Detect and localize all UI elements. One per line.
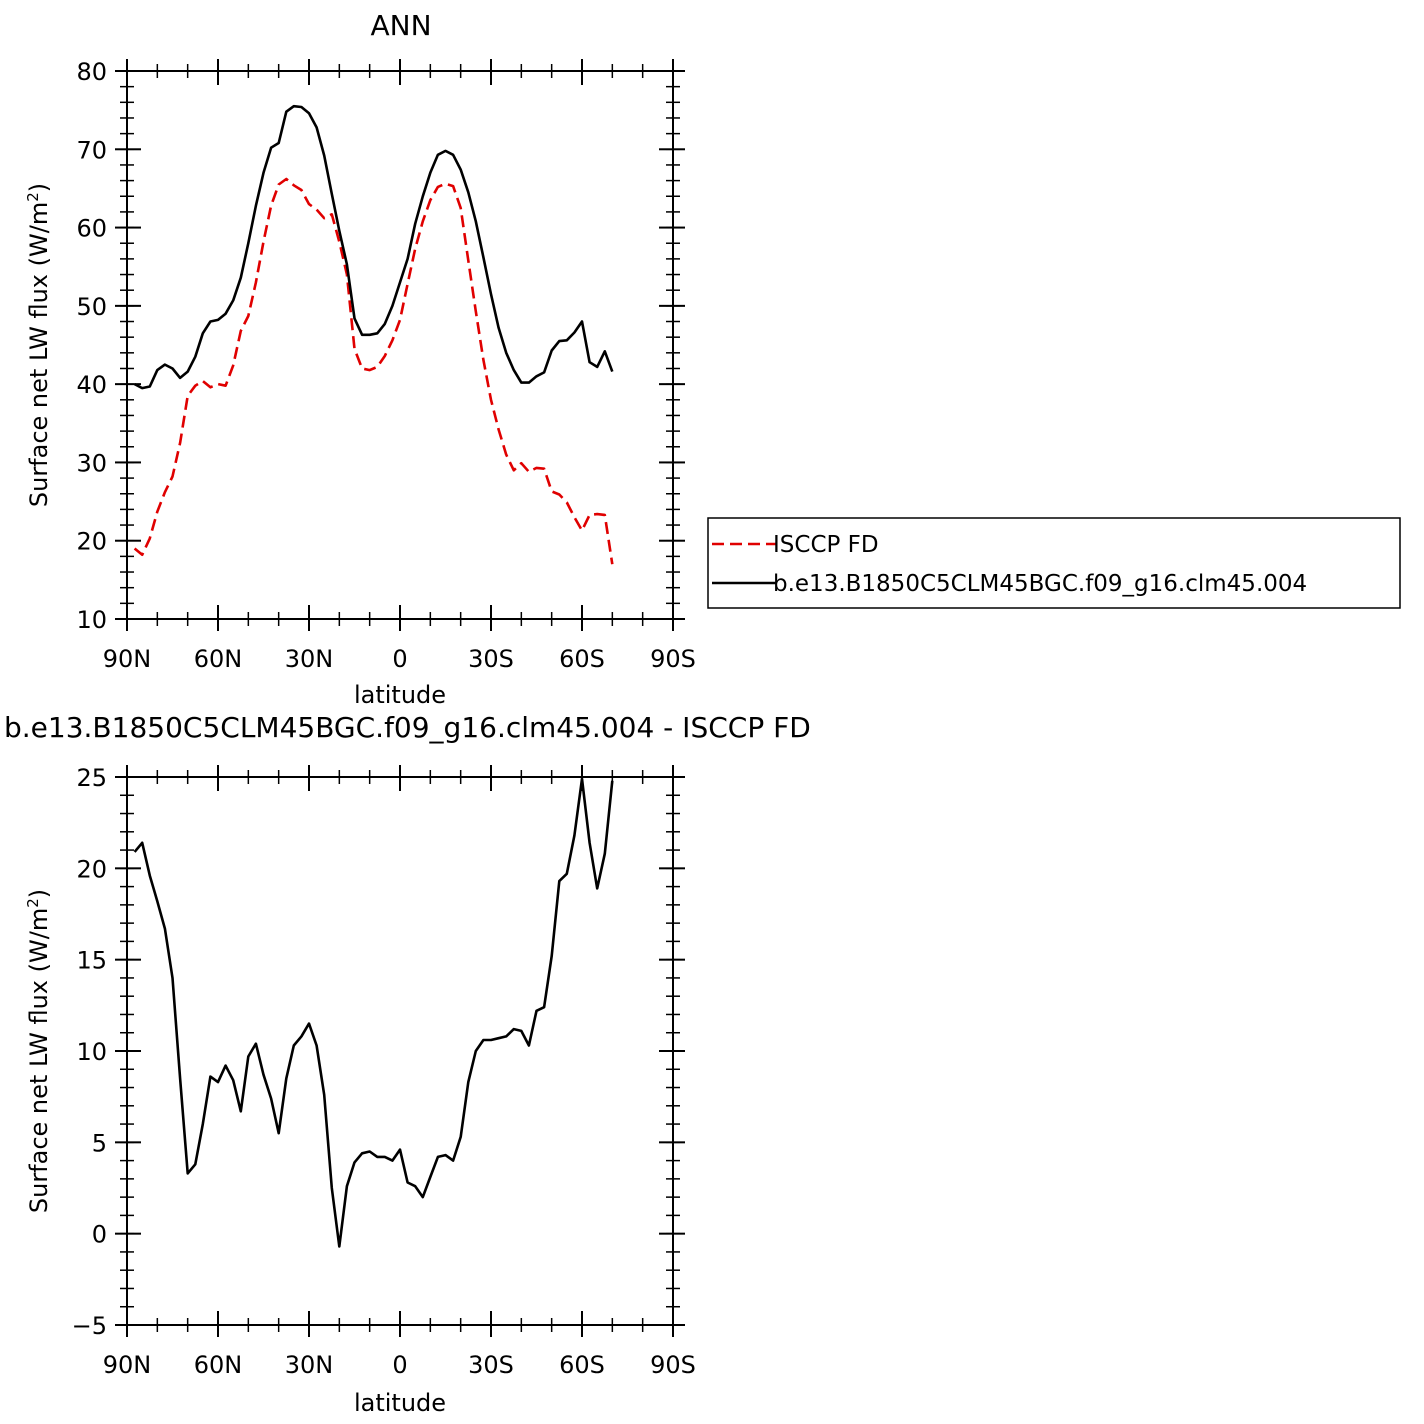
x-tick-label: 90N xyxy=(103,1351,152,1379)
x-tick-label: 30N xyxy=(285,645,334,673)
top-panel: ANN 90N 60N 30N 0 30S 60S 90S 10 20 30 40 50 60 70 80… xyxy=(24,9,1401,709)
y-tick-label: 10 xyxy=(76,606,107,634)
bottom-panel: b.e13.B1850C5CLM45BGC.f09_g16.clm45.004 … xyxy=(4,711,811,1417)
y-tick-label: 20 xyxy=(76,528,107,556)
top-chart-title: ANN xyxy=(370,9,431,42)
bottom-x-axis-label: latitude xyxy=(354,1389,446,1417)
y-tick-label: 30 xyxy=(76,449,107,477)
y-tick-label: 70 xyxy=(76,136,107,164)
y-tick-label: 10 xyxy=(76,1038,107,1066)
y-tick-label: 50 xyxy=(76,293,107,321)
top-series-lines xyxy=(133,104,614,565)
y-tick-label: 0 xyxy=(92,1221,107,1249)
legend: ISCCP FD b.e13.B1850C5CLM45BGC.f09_g16.c… xyxy=(707,517,1401,609)
x-tick-label: 0 xyxy=(392,1351,407,1379)
bottom-series-lines xyxy=(133,777,614,1248)
top-axis-ticks xyxy=(115,59,685,631)
y-tick-label: 15 xyxy=(76,947,107,975)
bottom-y-tick-labels: −5 0 5 10 15 20 25 xyxy=(72,764,107,1340)
x-tick-label: 30S xyxy=(468,1351,514,1379)
x-tick-label: 30N xyxy=(285,1351,334,1379)
y-tick-label: 60 xyxy=(76,215,107,243)
bottom-chart-title: b.e13.B1850C5CLM45BGC.f09_g16.clm45.004 … xyxy=(4,711,811,744)
bottom-y-axis-label: Surface net LW flux (W/m2) xyxy=(24,889,53,1213)
series-line-difference xyxy=(133,777,614,1248)
top-y-tick-labels: 10 20 30 40 50 60 70 80 xyxy=(76,58,107,634)
x-tick-label: 0 xyxy=(392,645,407,673)
x-tick-label: 60S xyxy=(559,1351,605,1379)
x-tick-label: 60N xyxy=(194,645,243,673)
top-x-axis-label: latitude xyxy=(354,681,446,709)
series-line-isccp-fd xyxy=(133,177,614,565)
top-x-tick-labels: 90N 60N 30N 0 30S 60S 90S xyxy=(103,645,696,673)
x-tick-label: 90N xyxy=(103,645,152,673)
legend-label-isccp: ISCCP FD xyxy=(773,532,879,558)
x-tick-label: 90S xyxy=(650,645,696,673)
top-y-axis-label: Surface net LW flux (W/m2) xyxy=(24,183,53,507)
x-tick-label: 60S xyxy=(559,645,605,673)
legend-box xyxy=(707,517,1401,609)
x-tick-label: 90S xyxy=(650,1351,696,1379)
x-tick-label: 30S xyxy=(468,645,514,673)
y-tick-label: −5 xyxy=(72,1312,107,1340)
legend-label-model: b.e13.B1850C5CLM45BGC.f09_g16.clm45.004 xyxy=(773,571,1307,597)
top-plot-frame xyxy=(126,70,674,620)
y-tick-label: 5 xyxy=(92,1129,107,1157)
y-tick-label: 25 xyxy=(76,764,107,792)
y-tick-label: 20 xyxy=(76,855,107,883)
bottom-x-tick-labels: 90N 60N 30N 0 30S 60S 90S xyxy=(103,1351,696,1379)
y-tick-label: 80 xyxy=(76,58,107,86)
bottom-axis-ticks xyxy=(115,765,685,1337)
series-line-b-e13-b1850c5clm45bgc-f09-g16-clm45-004 xyxy=(133,104,614,390)
x-tick-label: 60N xyxy=(194,1351,243,1379)
y-tick-label: 40 xyxy=(76,371,107,399)
